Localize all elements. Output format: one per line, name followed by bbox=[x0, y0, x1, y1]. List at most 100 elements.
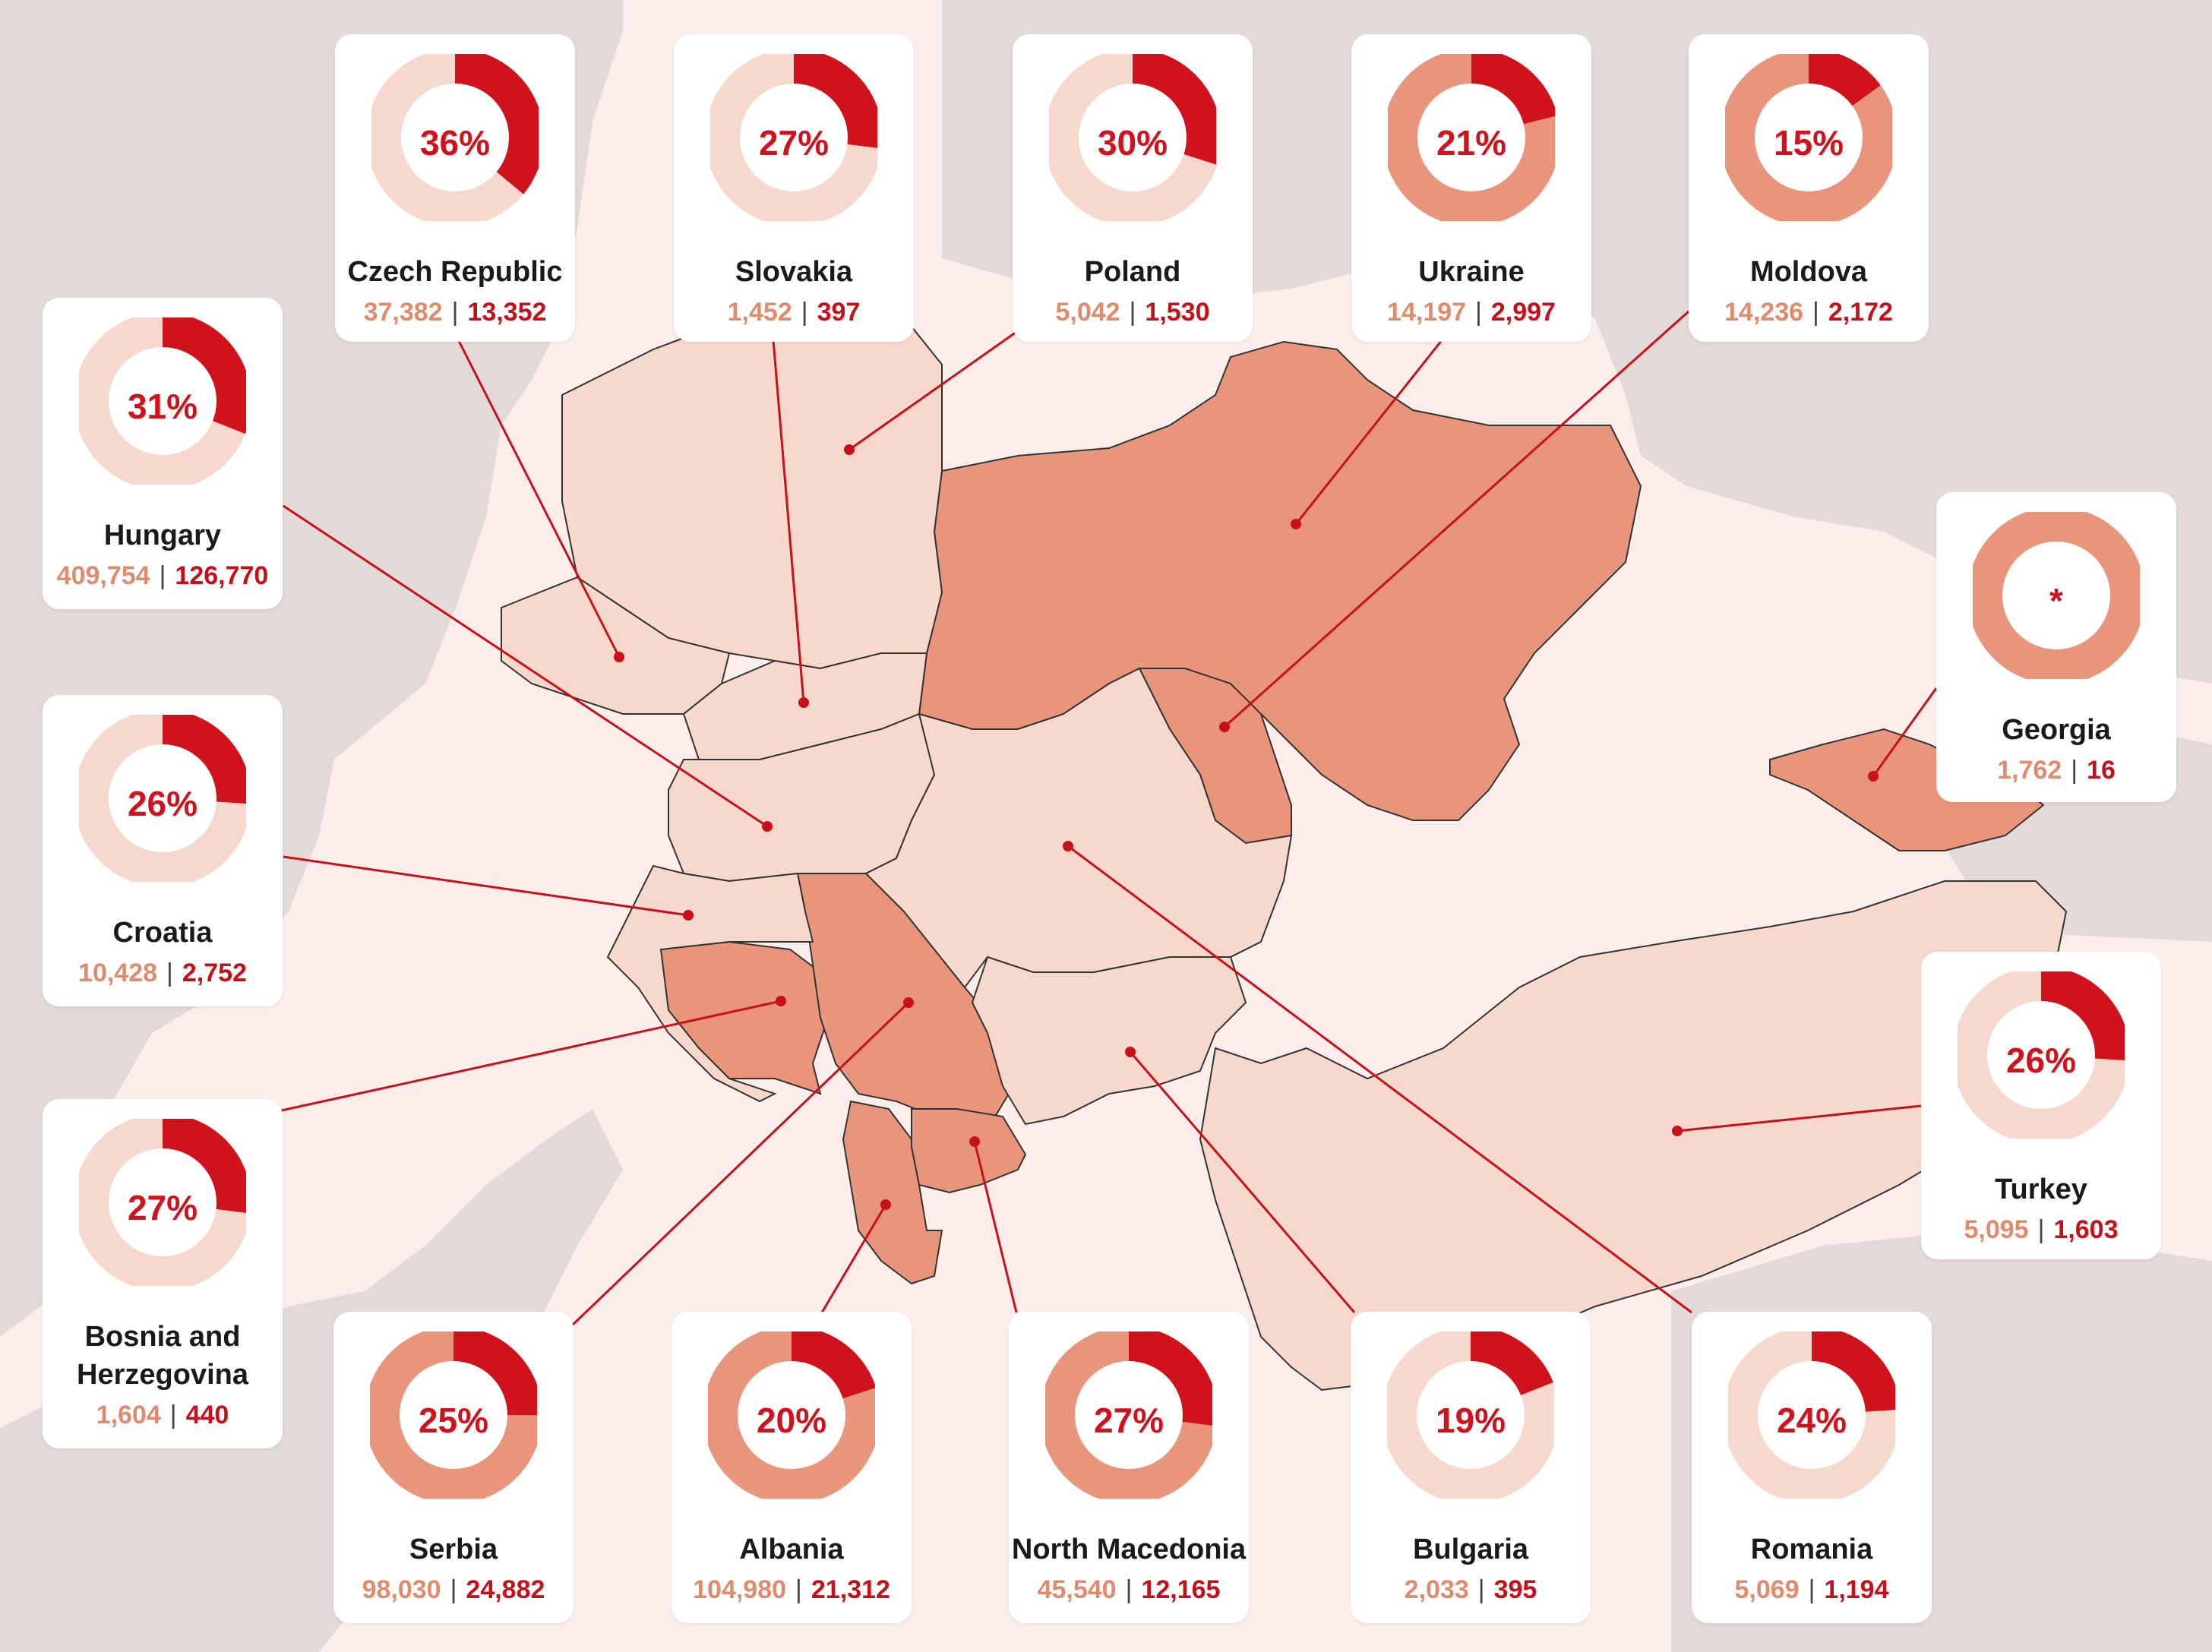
value-2: 395 bbox=[1493, 1575, 1537, 1604]
leader-dots bbox=[614, 444, 1879, 1210]
country-name: Poland bbox=[1084, 256, 1181, 288]
stats-row: 37,382 | 13,352 bbox=[335, 297, 575, 327]
donut-chart-croatia bbox=[79, 715, 246, 882]
percent-label: 21% bbox=[1436, 123, 1507, 163]
donut-segment bbox=[79, 317, 246, 485]
value-2: 2,997 bbox=[1490, 298, 1556, 327]
separator: | bbox=[1812, 298, 1819, 327]
donut-chart-north-macedonia bbox=[1045, 1331, 1212, 1499]
donut-chart-ukraine bbox=[1388, 54, 1555, 221]
value-1: 2,033 bbox=[1404, 1575, 1469, 1604]
country-name: Turkey bbox=[1995, 1173, 2087, 1205]
value-1: 1,604 bbox=[96, 1401, 161, 1429]
donut-chart-czech-republic bbox=[371, 54, 539, 221]
value-1: 10,428 bbox=[78, 959, 158, 987]
country-name: Bosnia and Herzegovina bbox=[77, 1321, 248, 1391]
card-north-macedonia: 27% North Macedonia 45,540 | 12,165 bbox=[1009, 1312, 1249, 1623]
stats-row: 14,197 | 2,997 bbox=[1351, 297, 1591, 327]
separator: | bbox=[1808, 1575, 1815, 1604]
donut-segment bbox=[1725, 54, 1892, 221]
value-1: 5,095 bbox=[1964, 1215, 2029, 1244]
donut-chart-slovakia bbox=[710, 54, 877, 221]
donut-track bbox=[1973, 512, 2140, 679]
separator: | bbox=[450, 1575, 457, 1604]
country-name: Moldova bbox=[1749, 256, 1868, 288]
donut-chart-turkey bbox=[1958, 971, 2125, 1139]
value-2: 13,352 bbox=[467, 298, 547, 327]
country-name: Albania bbox=[739, 1534, 844, 1565]
stats-row: 45,540 | 12,165 bbox=[1009, 1575, 1249, 1605]
value-2: 12,165 bbox=[1141, 1575, 1221, 1604]
stats-row: 14,236 | 2,172 bbox=[1689, 297, 1929, 327]
value-1: 98,030 bbox=[362, 1575, 441, 1604]
separator: | bbox=[169, 1401, 177, 1429]
percent-label: * bbox=[2049, 581, 2063, 621]
map-romania bbox=[864, 667, 1293, 989]
leader-lines bbox=[277, 310, 1938, 1328]
percent-label: 25% bbox=[418, 1401, 489, 1440]
country-name: Serbia bbox=[409, 1534, 498, 1565]
value-2: 1,603 bbox=[2053, 1215, 2119, 1244]
separator: | bbox=[2071, 756, 2078, 785]
value-1: 37,382 bbox=[363, 298, 443, 327]
country-name: Romania bbox=[1750, 1534, 1873, 1565]
value-1: 1,452 bbox=[727, 298, 792, 327]
italy-landmass bbox=[0, 1109, 623, 1652]
map-bosnia bbox=[660, 940, 830, 1095]
country-name: Croatia bbox=[112, 917, 213, 949]
donut-segment bbox=[370, 1331, 537, 1499]
stats-row: 5,095 | 1,603 bbox=[1921, 1215, 2161, 1245]
stats-row: 98,030 | 24,882 bbox=[333, 1575, 574, 1605]
donut-chart-moldova bbox=[1725, 54, 1892, 221]
map-croatia bbox=[606, 864, 814, 1103]
separator: | bbox=[801, 298, 808, 327]
stats-row: 104,980 | 21,312 bbox=[672, 1575, 912, 1605]
country-name: Bulgaria bbox=[1412, 1534, 1529, 1565]
donut-chart-georgia bbox=[1973, 512, 2140, 679]
donut-segment bbox=[1958, 971, 2125, 1139]
card-hungary: 31% Hungary 409,754 | 126,770 bbox=[43, 298, 283, 609]
value-2: 24,882 bbox=[466, 1575, 545, 1604]
separator: | bbox=[1475, 298, 1482, 327]
percent-label: 27% bbox=[127, 1188, 198, 1227]
donut-chart-albania bbox=[708, 1331, 875, 1499]
card-moldova: 15% Moldova 14,236 | 2,172 bbox=[1689, 34, 1929, 342]
donut-segment bbox=[79, 1119, 246, 1286]
donut-segment bbox=[1045, 1331, 1212, 1499]
map-bulgaria bbox=[971, 956, 1247, 1126]
value-1: 45,540 bbox=[1037, 1575, 1117, 1604]
percent-label: 36% bbox=[419, 123, 491, 163]
stats-row: 409,754 | 126,770 bbox=[43, 561, 283, 591]
value-2: 440 bbox=[185, 1401, 229, 1429]
country-name: Hungary bbox=[103, 520, 222, 551]
donut-segment bbox=[79, 715, 246, 882]
country-name: Ukraine bbox=[1418, 256, 1525, 288]
card-bosnia-and-herzegovina: 27% Bosnia and Herzegovina 1,604 | 440 bbox=[43, 1099, 283, 1448]
country-name: North Macedonia bbox=[1011, 1534, 1247, 1565]
percent-label: 27% bbox=[1093, 1401, 1164, 1440]
donut-segment bbox=[1728, 1331, 1895, 1499]
donut-chart-bulgaria bbox=[1387, 1331, 1554, 1499]
percent-label: 19% bbox=[1435, 1401, 1506, 1440]
donut-chart-hungary bbox=[79, 317, 246, 485]
value-2: 2,172 bbox=[1828, 298, 1893, 327]
percent-label: 30% bbox=[1097, 123, 1168, 163]
percent-label: 31% bbox=[127, 387, 198, 426]
card-albania: 20% Albania 104,980 | 21,312 bbox=[672, 1312, 912, 1623]
value-1: 14,197 bbox=[1387, 298, 1467, 327]
value-2: 126,770 bbox=[175, 561, 269, 590]
stats-row: 1,604 | 440 bbox=[43, 1400, 283, 1430]
card-serbia: 25% Serbia 98,030 | 24,882 bbox=[333, 1312, 574, 1623]
separator: | bbox=[2037, 1215, 2045, 1244]
value-2: 16 bbox=[2087, 756, 2116, 785]
donut-chart-poland bbox=[1049, 54, 1216, 221]
separator: | bbox=[1129, 298, 1136, 327]
stats-row: 5,042 | 1,530 bbox=[1013, 297, 1253, 327]
donut-chart-romania bbox=[1728, 1331, 1895, 1499]
donut-segment bbox=[371, 54, 539, 221]
card-czech-republic: 36% Czech Republic 37,382 | 13,352 bbox=[335, 34, 575, 342]
percent-label: 15% bbox=[1773, 123, 1844, 163]
donut-chart-serbia bbox=[370, 1331, 537, 1499]
separator: | bbox=[1125, 1575, 1133, 1604]
